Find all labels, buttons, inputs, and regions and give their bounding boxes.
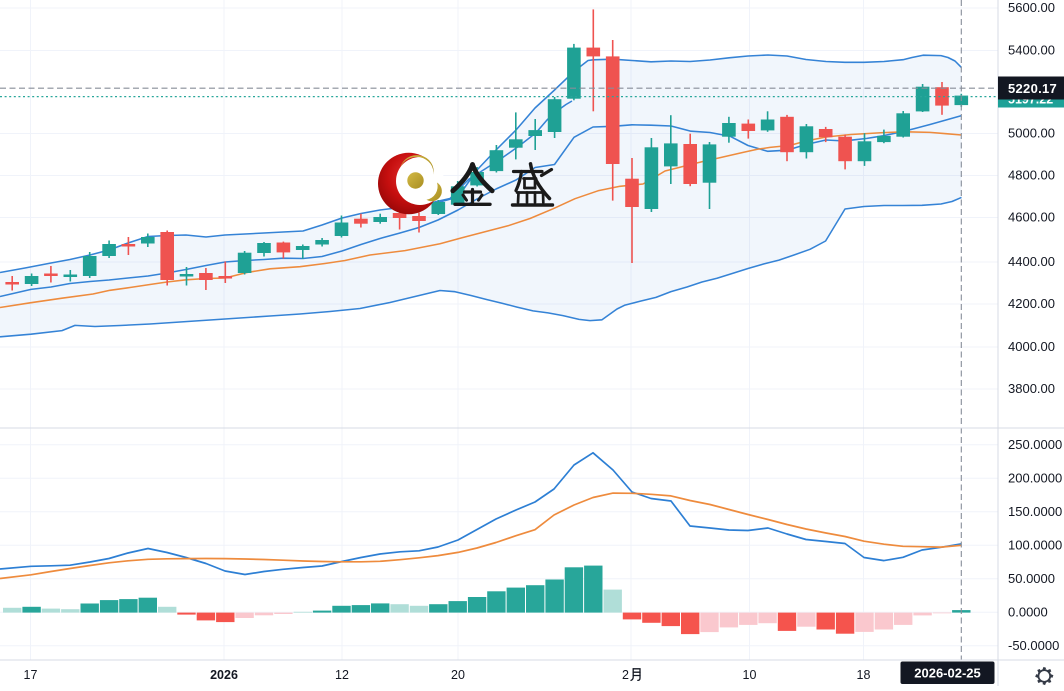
svg-text:5600.00: 5600.00 [1008,0,1055,15]
svg-text:0.0000: 0.0000 [1008,604,1048,619]
svg-text:2026: 2026 [210,668,238,682]
svg-text:5220.17: 5220.17 [1008,81,1057,96]
svg-text:4000.00: 4000.00 [1008,339,1055,354]
svg-text:5000.00: 5000.00 [1008,126,1055,141]
svg-text:4600.00: 4600.00 [1008,210,1055,225]
svg-text:17: 17 [24,668,38,682]
svg-text:2: 2 [622,668,629,682]
svg-text:200.0000: 200.0000 [1008,471,1062,486]
svg-text:5400.00: 5400.00 [1008,43,1055,58]
svg-text:150.0000: 150.0000 [1008,504,1062,519]
svg-text:3800.00: 3800.00 [1008,381,1055,396]
svg-text:20: 20 [451,668,465,682]
svg-text:10: 10 [743,668,757,682]
svg-text:4400.00: 4400.00 [1008,254,1055,269]
svg-text:4200.00: 4200.00 [1008,296,1055,311]
svg-text:50.0000: 50.0000 [1008,571,1055,586]
svg-text:4800.00: 4800.00 [1008,168,1055,183]
svg-text:12: 12 [335,668,349,682]
svg-text:100.0000: 100.0000 [1008,538,1062,553]
svg-text:2026-02-25: 2026-02-25 [914,666,981,681]
svg-text:18: 18 [857,668,871,682]
svg-text:250.0000: 250.0000 [1008,437,1062,452]
svg-text:-50.0000: -50.0000 [1008,638,1059,653]
